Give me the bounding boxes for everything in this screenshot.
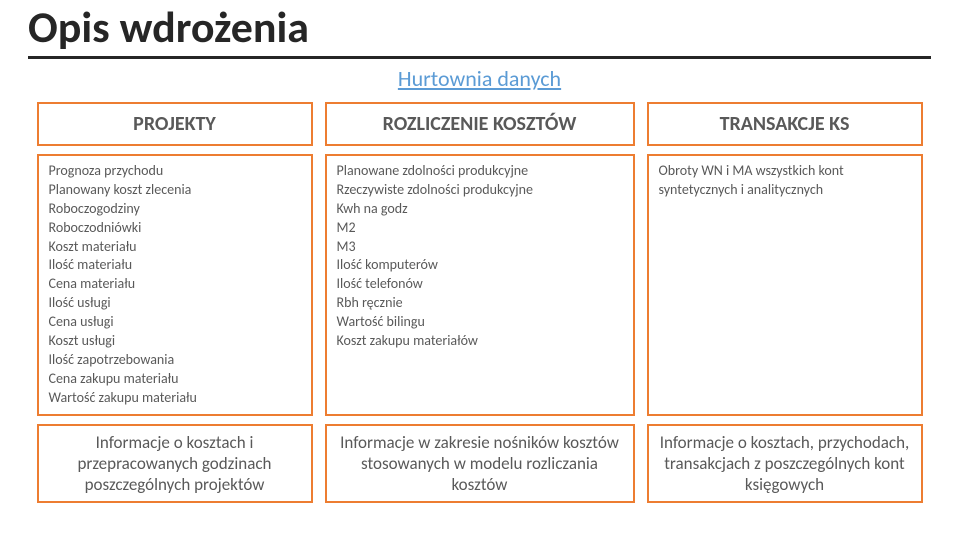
slide-subtitle: Hurtownia danych — [28, 65, 931, 92]
content-grid: PROJEKTY ROZLICZENIE KOSZTÓW TRANSAKCJE … — [28, 102, 931, 503]
footer-col-projekty: Informacje o kosztach i przepracowanych … — [37, 424, 313, 503]
list-item: Cena usługi — [49, 313, 301, 332]
col-header-transakcje: TRANSAKCJE KS — [647, 102, 923, 146]
list-item: M3 — [337, 238, 623, 257]
list-item: Koszt zakupu materiałów — [337, 332, 623, 351]
col-header-rozliczenie: ROZLICZENIE KOSZTÓW — [325, 102, 635, 146]
footer-col-rozliczenie: Informacje w zakresie nośników kosztów s… — [325, 424, 635, 503]
body-col-transakcje: Obroty WN i MA wszystkich kont syntetycz… — [647, 154, 923, 416]
list-item: Wartość bilingu — [337, 313, 623, 332]
body-col-projekty: Prognoza przychodu Planowany koszt zlece… — [37, 154, 313, 416]
list-item: M2 — [337, 219, 623, 238]
list-item: Ilość materiału — [49, 256, 301, 275]
list-rozliczenie: Planowane zdolności produkcyjne Rzeczywi… — [337, 162, 623, 351]
list-item: Obroty WN i MA wszystkich kont syntetycz… — [659, 162, 911, 200]
list-transakcje: Obroty WN i MA wszystkich kont syntetycz… — [659, 162, 911, 200]
list-projekty: Prognoza przychodu Planowany koszt zlece… — [49, 162, 301, 408]
list-item: Koszt materiału — [49, 238, 301, 257]
list-item: Planowany koszt zlecenia — [49, 181, 301, 200]
list-item: Prognoza przychodu — [49, 162, 301, 181]
footer-col-transakcje: Informacje o kosztach, przychodach, tran… — [647, 424, 923, 503]
list-item: Rbh ręcznie — [337, 294, 623, 313]
col-header-projekty: PROJEKTY — [37, 102, 313, 146]
list-item: Ilość komputerów — [337, 256, 623, 275]
list-item: Rzeczywiste zdolności produkcyjne — [337, 181, 623, 200]
list-item: Ilość usługi — [49, 294, 301, 313]
list-item: Koszt usługi — [49, 332, 301, 351]
list-item: Roboczogodziny — [49, 200, 301, 219]
list-item: Kwh na godz — [337, 200, 623, 219]
list-item: Roboczodniówki — [49, 219, 301, 238]
body-col-rozliczenie: Planowane zdolności produkcyjne Rzeczywi… — [325, 154, 635, 416]
slide-root: Opis wdrożenia Hurtownia danych PROJEKTY… — [0, 0, 959, 503]
list-item: Wartość zakupu materiału — [49, 389, 301, 408]
list-item: Ilość telefonów — [337, 275, 623, 294]
list-item: Cena zakupu materiału — [49, 370, 301, 389]
list-item: Ilość zapotrzebowania — [49, 351, 301, 370]
list-item: Cena materiału — [49, 275, 301, 294]
slide-title: Opis wdrożenia — [28, 0, 931, 59]
list-item: Planowane zdolności produkcyjne — [337, 162, 623, 181]
